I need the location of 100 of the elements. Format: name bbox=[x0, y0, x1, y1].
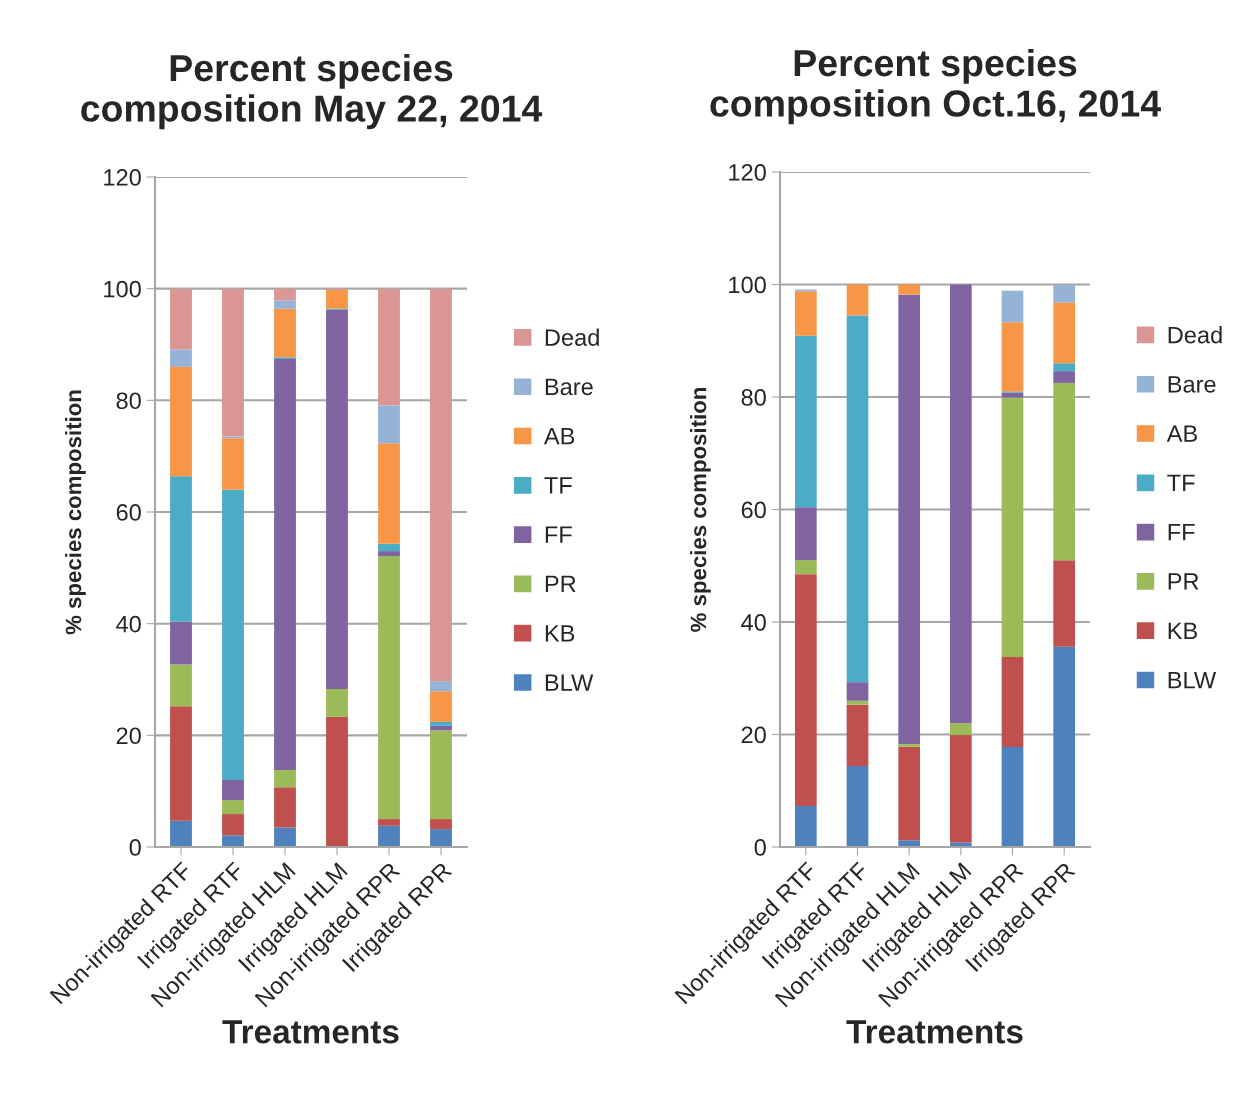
legend-label: Dead bbox=[1168, 326, 1222, 344]
bar bbox=[1053, 560, 1076, 647]
bar bbox=[326, 688, 348, 717]
bar bbox=[846, 315, 869, 683]
bar bbox=[170, 820, 192, 847]
bar bbox=[170, 366, 192, 477]
legend-label: TF bbox=[1167, 474, 1195, 492]
bar bbox=[794, 291, 817, 336]
bar bbox=[378, 443, 400, 544]
legend-label: PR bbox=[545, 575, 576, 593]
bar bbox=[1053, 646, 1076, 847]
y-tick-label: 100 bbox=[104, 280, 141, 298]
bar bbox=[274, 359, 296, 770]
bar bbox=[898, 294, 921, 745]
bar bbox=[1001, 656, 1024, 747]
y-axis-title: % species composition bbox=[65, 390, 86, 635]
bar bbox=[898, 284, 921, 295]
bar bbox=[846, 700, 869, 705]
legend-label: AB bbox=[543, 427, 575, 445]
bar bbox=[430, 288, 452, 682]
bar bbox=[222, 814, 244, 836]
y-tick-label: 60 bbox=[741, 501, 766, 519]
bar bbox=[170, 288, 192, 350]
bar bbox=[378, 819, 400, 826]
bar bbox=[1001, 746, 1024, 847]
bar bbox=[222, 489, 244, 780]
bar bbox=[274, 769, 296, 788]
bar bbox=[949, 735, 972, 843]
legend-label: KB bbox=[545, 625, 575, 642]
bar bbox=[949, 723, 972, 736]
bar bbox=[274, 300, 296, 309]
bar bbox=[170, 349, 192, 367]
y-tick-label: 120 bbox=[104, 169, 141, 186]
chart-title: Percent species composition Oct.16, 2014 bbox=[710, 48, 1161, 125]
y-tick-label: 120 bbox=[729, 164, 766, 181]
bar bbox=[222, 780, 244, 801]
chart-title: Percent species composition May 22, 2014 bbox=[81, 53, 543, 130]
bar bbox=[170, 621, 192, 665]
y-tick-label: 0 bbox=[129, 839, 141, 856]
x-axis-title: Treatments bbox=[222, 1020, 399, 1044]
bar bbox=[378, 543, 400, 552]
bar bbox=[1053, 285, 1076, 303]
legend-label: Bare bbox=[545, 378, 593, 396]
legend-label: KB bbox=[1168, 622, 1197, 639]
bar bbox=[326, 289, 348, 309]
y-tick-label: 100 bbox=[729, 276, 766, 294]
bar bbox=[794, 805, 817, 847]
bar bbox=[898, 840, 921, 847]
bar bbox=[222, 438, 244, 490]
legend-label: AB bbox=[1166, 425, 1197, 442]
bar bbox=[1053, 382, 1076, 561]
bar bbox=[430, 691, 452, 722]
legend-label: PR bbox=[1168, 573, 1199, 590]
bar bbox=[222, 800, 244, 815]
legend-label: Dead bbox=[545, 328, 599, 346]
bar bbox=[1053, 302, 1076, 364]
bar bbox=[794, 574, 817, 806]
bar bbox=[949, 284, 972, 724]
bar bbox=[1001, 322, 1024, 392]
bar bbox=[846, 766, 869, 847]
bar bbox=[1053, 371, 1076, 383]
y-tick-label: 80 bbox=[741, 389, 766, 406]
legend-label: FF bbox=[545, 526, 572, 543]
bar bbox=[430, 681, 452, 692]
bar bbox=[898, 744, 921, 747]
bar bbox=[1001, 397, 1024, 657]
bar bbox=[378, 288, 400, 406]
y-tick-label: 80 bbox=[116, 392, 141, 410]
bar bbox=[430, 730, 452, 820]
bar bbox=[274, 308, 296, 358]
bar bbox=[222, 835, 244, 847]
bar bbox=[326, 309, 348, 689]
bar bbox=[170, 476, 192, 622]
bar bbox=[430, 725, 452, 731]
y-tick-label: 0 bbox=[754, 839, 766, 856]
bar bbox=[378, 405, 400, 444]
bar bbox=[949, 842, 972, 847]
bar bbox=[274, 787, 296, 828]
bar bbox=[1001, 392, 1024, 398]
bar bbox=[326, 716, 348, 847]
bar bbox=[846, 284, 869, 316]
bar bbox=[794, 507, 817, 561]
bar bbox=[378, 825, 400, 847]
bar bbox=[846, 682, 869, 701]
y-tick-label: 20 bbox=[116, 727, 141, 745]
legend-label: FF bbox=[1168, 524, 1195, 541]
bar bbox=[794, 335, 817, 508]
legend-label: TF bbox=[544, 477, 572, 494]
x-axis-title: Treatments bbox=[846, 1020, 1023, 1044]
y-tick-label: 20 bbox=[741, 726, 766, 744]
y-tick-label: 40 bbox=[741, 614, 766, 631]
y-axis-title: % species composition bbox=[690, 387, 711, 632]
bar bbox=[846, 704, 869, 766]
bar bbox=[170, 664, 192, 707]
bar bbox=[430, 819, 452, 830]
bar bbox=[794, 560, 817, 575]
bar bbox=[274, 288, 296, 301]
legend-label: Bare bbox=[1168, 376, 1216, 393]
bar bbox=[430, 829, 452, 847]
bar bbox=[898, 746, 921, 841]
